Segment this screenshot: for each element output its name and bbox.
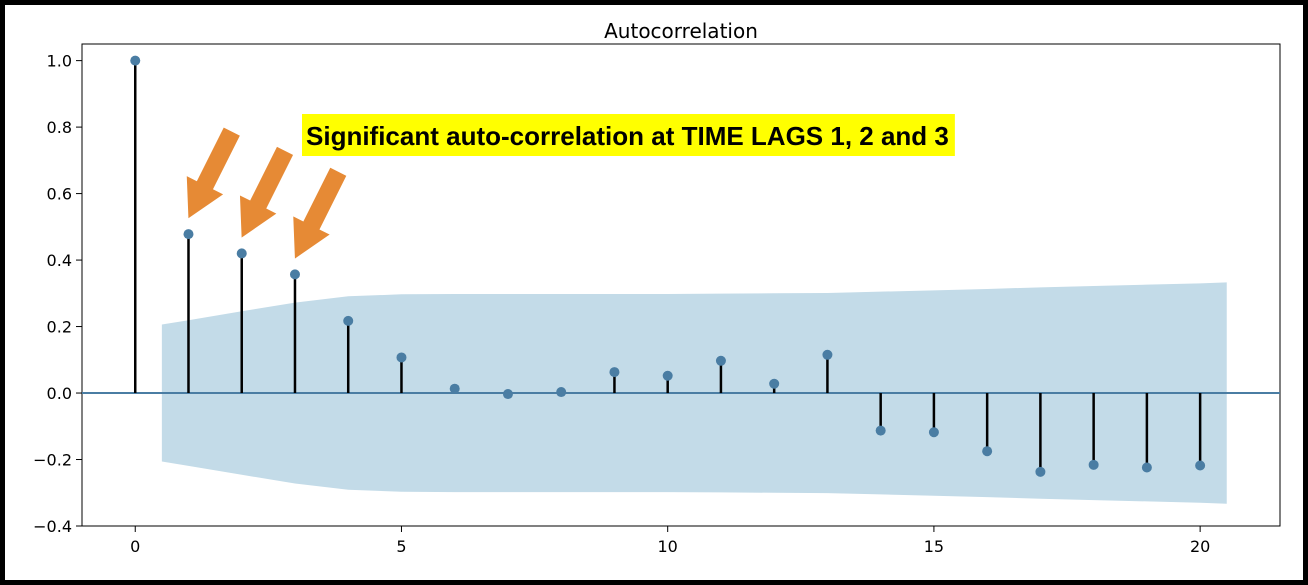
- y-tick-label-3: 0.2: [47, 318, 72, 337]
- y-tick-label-6: 0.8: [47, 118, 72, 137]
- marker-lag-14: [875, 425, 886, 436]
- marker-lag-19: [1141, 462, 1152, 473]
- marker-lag-3: [289, 269, 300, 280]
- marker-lag-4: [343, 315, 354, 326]
- marker-lag-11: [715, 355, 726, 366]
- y-tick-label-0: −0.4: [33, 517, 72, 536]
- marker-lag-10: [662, 370, 673, 381]
- arrow-lag-1-icon: [184, 124, 243, 222]
- plot-area-border: [81, 43, 1281, 527]
- x-tick-label-10: 10: [658, 537, 678, 556]
- annotation-highlight: [302, 114, 955, 156]
- marker-lag-5: [396, 352, 407, 363]
- marker-lag-0: [130, 55, 141, 66]
- arrow-lag-2-icon: [237, 144, 296, 242]
- y-tick-label-5: 0.6: [47, 185, 72, 204]
- autocorrelation-chart: 0 5 10 15 20 −0.4 −0.2 0.0 0.2 0.4 0.6 0.8 1.0 Signi…: [33, 19, 1281, 556]
- x-tick-label-0: 0: [130, 537, 140, 556]
- marker-lag-20: [1195, 460, 1206, 471]
- marker-lag-8: [556, 387, 567, 398]
- marker-lag-7: [502, 389, 513, 400]
- y-tick-label-1: −0.2: [33, 451, 72, 470]
- marker-lag-18: [1088, 459, 1099, 470]
- y-tick-label-7: 1.0: [47, 52, 72, 71]
- x-tick-label-5: 5: [396, 537, 406, 556]
- y-tick-label-4: 0.4: [47, 251, 72, 270]
- marker-lag-16: [982, 446, 993, 457]
- marker-lag-2: [236, 248, 247, 259]
- x-tick-label-15: 15: [924, 537, 944, 556]
- arrow-lag-3-icon: [291, 165, 349, 263]
- stem-layer: [130, 55, 1206, 477]
- marker-lag-13: [822, 349, 833, 360]
- axes-layer: 0 5 10 15 20 −0.4 −0.2 0.0 0.2 0.4 0.6 0.8 1.0: [33, 43, 1281, 556]
- marker-lag-1: [183, 229, 194, 240]
- marker-lag-17: [1035, 466, 1046, 477]
- marker-lag-6: [449, 383, 460, 394]
- chart-title: Autocorrelation: [604, 19, 758, 43]
- annotation-layer: Significant auto-correlation at TIME LAG…: [184, 114, 955, 263]
- marker-lag-12: [769, 378, 780, 389]
- marker-lag-9: [609, 367, 620, 378]
- y-tick-label-2: 0.0: [47, 384, 72, 403]
- x-tick-label-20: 20: [1190, 537, 1210, 556]
- annotation-text: Significant auto-correlation at TIME LAG…: [306, 121, 949, 151]
- marker-lag-15: [928, 427, 939, 438]
